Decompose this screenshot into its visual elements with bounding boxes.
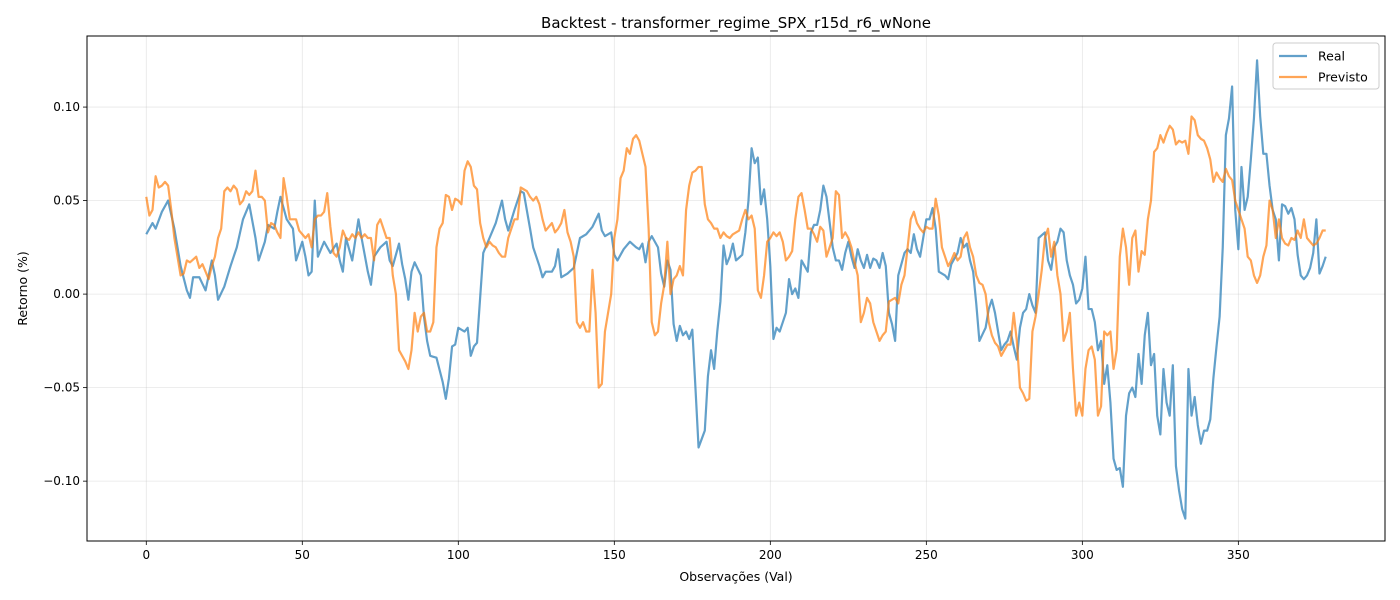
series-line-previsto xyxy=(145,115,1326,417)
y-grid xyxy=(87,106,1385,482)
y-axis-label: Retorno (%) xyxy=(15,251,30,325)
x-tick-label: 300 xyxy=(1071,548,1094,562)
y-tick-label: 0.00 xyxy=(53,287,80,301)
x-tick-label: 50 xyxy=(295,548,310,562)
y-axis-ticks: −0.10 −0.05 0.00 0.05 0.10 xyxy=(43,100,87,488)
legend: Real Previsto xyxy=(1272,42,1380,90)
series-layer xyxy=(145,59,1327,520)
x-tick-label: 200 xyxy=(759,548,782,562)
y-tick-label: 0.10 xyxy=(53,100,80,114)
chart-title: Backtest - transformer_regime_SPX_r15d_r… xyxy=(541,14,931,33)
x-axis-ticks: 0 50 100 150 200 250 300 350 xyxy=(142,541,1250,562)
y-tick-label: 0.05 xyxy=(53,194,80,208)
y-tick-label: −0.10 xyxy=(43,474,80,488)
x-axis-label: Observações (Val) xyxy=(679,569,792,584)
plot-frame xyxy=(86,35,1386,542)
x-tick-label: 100 xyxy=(447,548,470,562)
x-tick-label: 0 xyxy=(142,548,150,562)
legend-label-real: Real xyxy=(1318,49,1345,64)
x-tick-label: 150 xyxy=(603,548,626,562)
y-tick-label: −0.05 xyxy=(43,381,80,395)
x-tick-label: 250 xyxy=(915,548,938,562)
series-line-real xyxy=(145,59,1327,520)
x-tick-label: 350 xyxy=(1227,548,1250,562)
legend-label-previsto: Previsto xyxy=(1318,70,1368,85)
